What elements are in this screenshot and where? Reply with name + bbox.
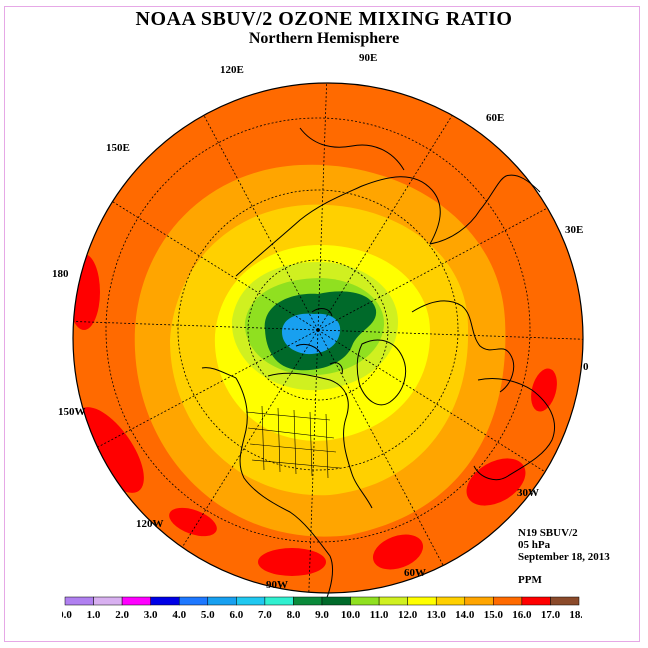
max-region-africa: [531, 368, 557, 412]
legend-swatch: [321, 596, 351, 606]
longitude-label-150w: 150W: [58, 406, 86, 418]
meridian-line: [112, 201, 319, 331]
latitude-circle: [177, 189, 459, 471]
longitude-label-120w: 120W: [136, 518, 164, 530]
coastline-africa: [473, 377, 555, 481]
legend-swatch: [550, 596, 580, 606]
longitude-label-90e: 90E: [359, 52, 377, 64]
legend-tick-label: 14.0: [455, 609, 475, 620]
longitude-label-60w: 60W: [404, 567, 426, 579]
meridian-line: [317, 82, 328, 331]
map-title: NOAA SBUV/2 OZONE MIXING RATIO: [135, 8, 513, 30]
legend-tick-label: 11.0: [370, 609, 389, 620]
legend-swatch: [64, 596, 94, 606]
legend-swatch: [407, 596, 437, 606]
legend-swatch: [435, 596, 466, 606]
longitude-label-30w: 30W: [517, 487, 539, 499]
meridian-line: [317, 329, 444, 566]
longitude-label-180: 180: [52, 268, 69, 280]
meridian-line: [203, 115, 319, 331]
max-region-east-pacific: [76, 407, 144, 493]
latitude-circle: [105, 117, 531, 543]
legend-tick-label: 5.0: [201, 609, 215, 620]
longitude-label-30e: 30E: [565, 224, 583, 236]
units-label: PPM: [518, 574, 542, 586]
max-region-atlantic: [466, 458, 526, 506]
legend-swatch: [378, 596, 408, 606]
legend-swatch: [93, 596, 123, 606]
legend-tick-label: 15.0: [484, 609, 504, 620]
legend-tick-labels: 0.0 1.0 2.0 3.0 4.0 5.0 6.0 7.0 8.0 9.0 10.0 11.0 12…: [62, 609, 582, 620]
longitude-labels: 90E 60E 30E 0 30W 60W 90W 120W 150W 180 …: [52, 52, 589, 591]
legend-swatch: [464, 596, 494, 606]
legend-tick-label: 3.0: [144, 609, 158, 620]
meridian-line: [317, 329, 584, 340]
legend-tick-label: 7.0: [258, 609, 272, 620]
date-label: September 18, 2013: [518, 551, 610, 563]
legend-swatch: [150, 596, 180, 606]
coastline-europe: [411, 300, 515, 393]
color-legend: 0.0 1.0 2.0 3.0 4.0 5.0 6.0 7.0 8.0 9.0 10.0 11.0 12…: [62, 596, 582, 620]
latitude-circle: [247, 259, 389, 401]
legend-tick-label: 4.0: [172, 609, 186, 620]
legend-tick-label: 12.0: [398, 609, 418, 620]
meridian-line: [317, 329, 546, 473]
legend-swatch: [236, 596, 266, 606]
legend-swatch: [207, 596, 237, 606]
legend-swatch: [121, 596, 151, 606]
longitude-label-120e: 120E: [220, 64, 244, 76]
legend-swatch: [264, 596, 294, 606]
field-band-cyan: [282, 313, 341, 355]
state-borders-horizontal: [245, 411, 341, 469]
legend-tick-label: 13.0: [427, 609, 447, 620]
coastline-arctic-islands: [295, 308, 343, 375]
meridian-line: [73, 321, 319, 331]
coastline-north-america: [201, 367, 373, 601]
coastlines: [201, 127, 555, 601]
page-frame: [4, 6, 640, 642]
coastline-greenland: [356, 339, 406, 406]
meridian-line: [317, 207, 548, 331]
legend-tick-label: 17.0: [541, 609, 561, 620]
max-region-south-america: [258, 548, 326, 576]
legend-swatch: [493, 596, 523, 606]
legend-tick-label: 18.0: [569, 609, 582, 620]
coastline-asia: [235, 127, 541, 277]
meridian-line: [97, 329, 319, 448]
legend-swatches: [64, 596, 580, 606]
legend-tick-label: 6.0: [229, 609, 243, 620]
legend-swatch: [350, 596, 380, 606]
legend-tick-label: 0.0: [62, 609, 72, 620]
legend-tick-label: 1.0: [87, 609, 101, 620]
state-borders-vertical: [261, 405, 329, 479]
ozone-field: [73, 83, 583, 593]
legend-swatch: [293, 596, 323, 606]
max-region-south-pacific: [169, 507, 217, 537]
longitude-label-60e: 60E: [486, 112, 504, 124]
graticule: [73, 82, 584, 593]
map-subtitle: Northern Hemisphere: [248, 30, 400, 47]
pressure-level: 05 hPa: [518, 539, 551, 551]
legend-tick-label: 9.0: [315, 609, 329, 620]
max-region-south-atlantic: [372, 534, 424, 570]
us-state-borders: [245, 405, 341, 479]
longitude-label-0: 0: [583, 361, 589, 373]
legend-tick-label: 2.0: [115, 609, 129, 620]
instrument-label: N19 SBUV/2: [518, 527, 578, 539]
longitude-label-90w: 90W: [266, 579, 288, 591]
legend-swatch: [178, 596, 209, 606]
legend-tick-label: 16.0: [512, 609, 532, 620]
legend-swatch: [521, 596, 551, 606]
legend-tick-label: 10.0: [341, 609, 361, 620]
legend-tick-label: 8.0: [287, 609, 301, 620]
map-boundary: [72, 82, 584, 594]
meridian-line: [181, 329, 319, 548]
longitude-label-150e: 150E: [106, 142, 130, 154]
